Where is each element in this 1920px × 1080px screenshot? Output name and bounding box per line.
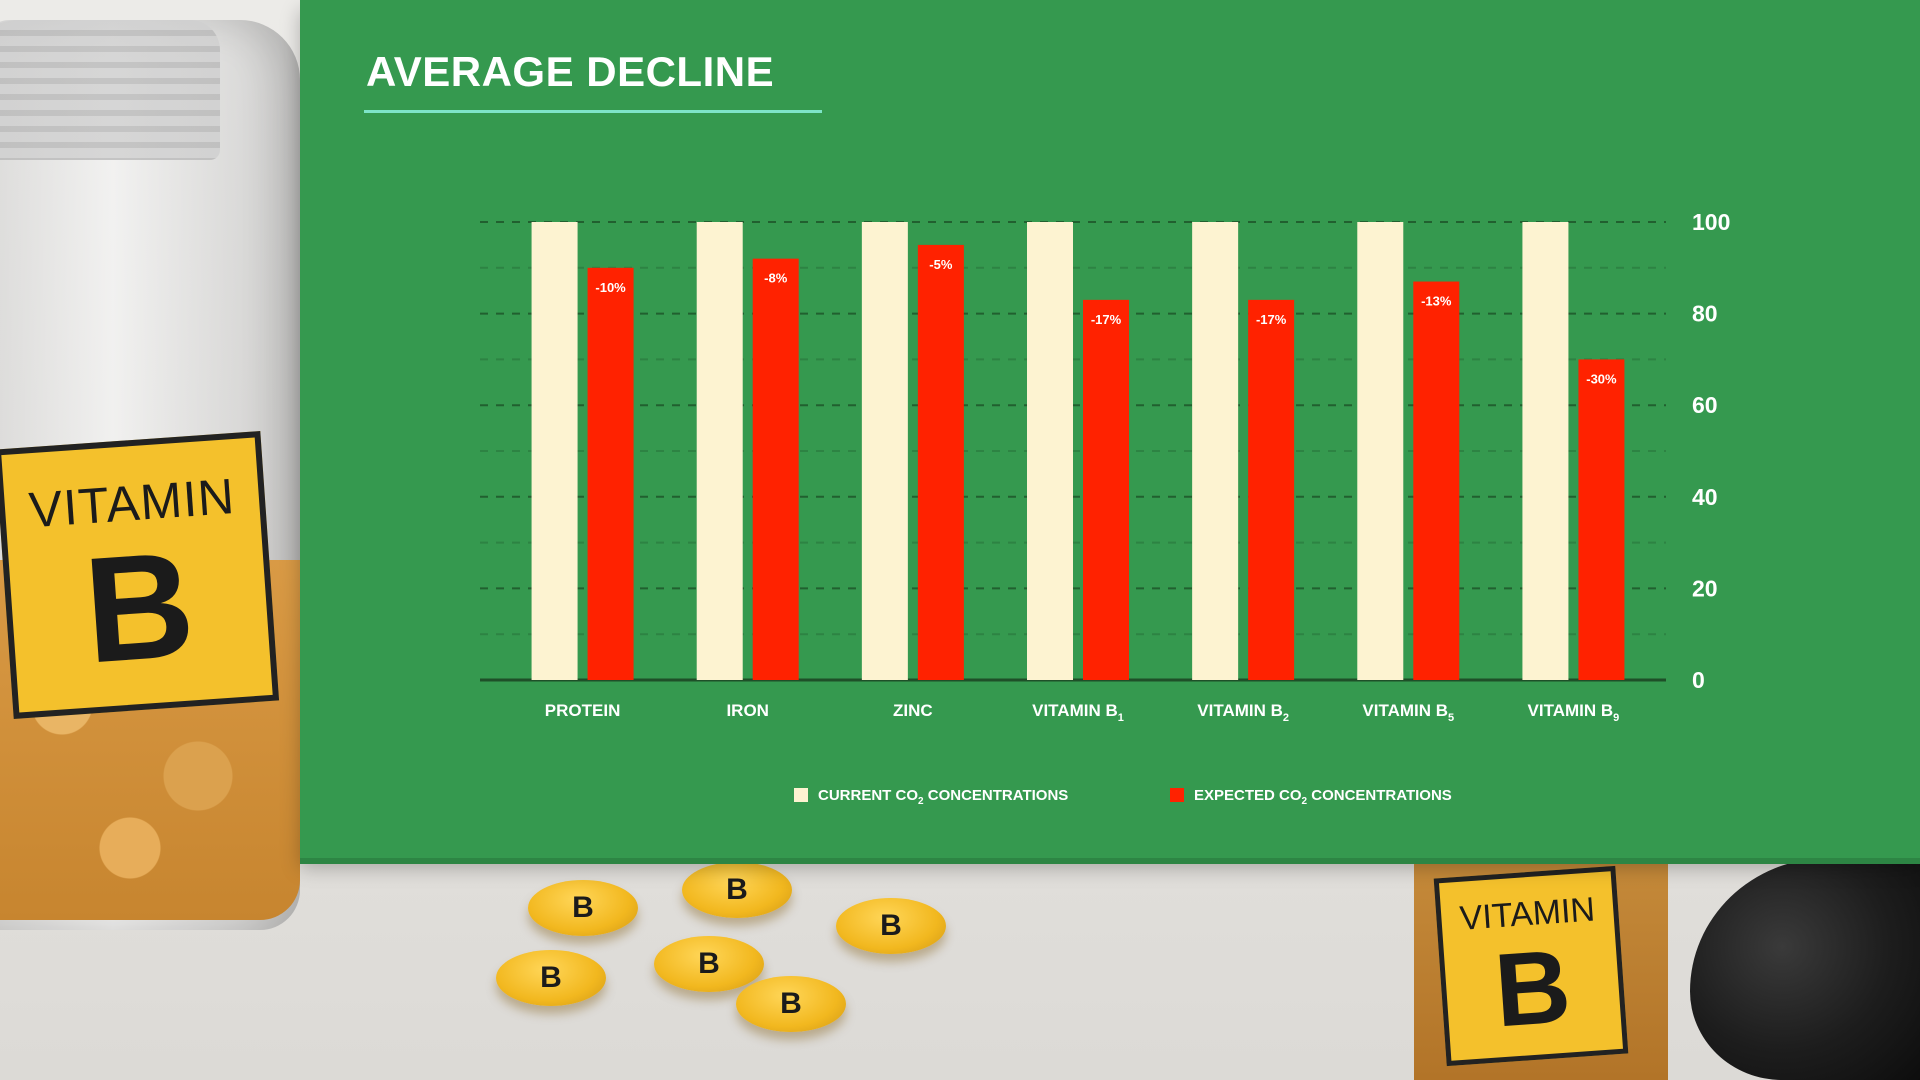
x-tick-label: ZINC [893,701,933,720]
jar-label-left: VITAMIN B [0,431,280,719]
bar-current [1192,222,1239,680]
legend-swatch [794,788,808,802]
bar-current [1027,222,1073,680]
bar-expected [1578,359,1625,680]
y-tick-label: 60 [1692,392,1718,418]
bar-current [1357,222,1404,680]
bar-expected [752,258,799,680]
bar-expected [1413,281,1460,680]
legend-label: CURRENT CO2 CONCENTRATIONS [818,787,1068,807]
bar-expected [917,244,964,680]
pill: B [836,898,946,954]
pill: B [654,936,764,992]
x-tick-label: VITAMIN B5 [1362,701,1454,724]
y-tick-label: 20 [1692,575,1718,601]
jar-label-left-line2: B [79,519,200,695]
data-label: -17% [1256,312,1287,327]
data-label: -30% [1586,371,1617,386]
bar-current [1522,222,1569,680]
bar-current [861,222,908,680]
jar-neck [0,20,220,160]
data-label: -13% [1421,294,1452,309]
bar-chart: 0 20 40 60 80 100 -10% PROTEIN -8% IRON -5% ZINC -17… [480,209,1730,807]
data-label: -10% [595,280,626,295]
bar-current [531,222,578,680]
bar-expected [587,267,634,680]
x-tick-label: VITAMIN B9 [1528,701,1620,724]
jar-lid [1690,858,1920,1080]
y-tick-label: 80 [1692,301,1718,327]
pill: B [528,880,638,936]
y-tick-label: 0 [1692,667,1705,693]
jar-label-right-line2: B [1491,928,1575,1050]
bar-expected [1248,299,1295,680]
x-tick-label: VITAMIN B1 [1032,701,1124,724]
title-underline [364,110,822,113]
data-label: -5% [929,257,953,272]
pill: B [736,976,846,1032]
x-tick-label: VITAMIN B2 [1197,701,1289,724]
chart-panel: AVERAGE DECLINE 0 20 40 60 80 100 -10% PROTEIN -… [300,0,1920,858]
chart-title: AVERAGE DECLINE [366,48,775,95]
bar-expected [1083,299,1129,680]
pill: B [682,862,792,918]
x-tick-label: PROTEIN [545,701,621,720]
data-label: -17% [1091,312,1122,327]
jar-label-right: VITAMIN B [1433,865,1629,1067]
legend-label: EXPECTED CO2 CONCENTRATIONS [1194,787,1452,807]
bar-current [696,222,743,680]
data-label: -8% [764,271,788,286]
y-tick-label: 40 [1692,484,1718,510]
legend-swatch [1170,788,1184,802]
x-tick-label: IRON [726,701,769,720]
y-tick-label: 100 [1692,209,1730,235]
pill: B [496,950,606,1006]
